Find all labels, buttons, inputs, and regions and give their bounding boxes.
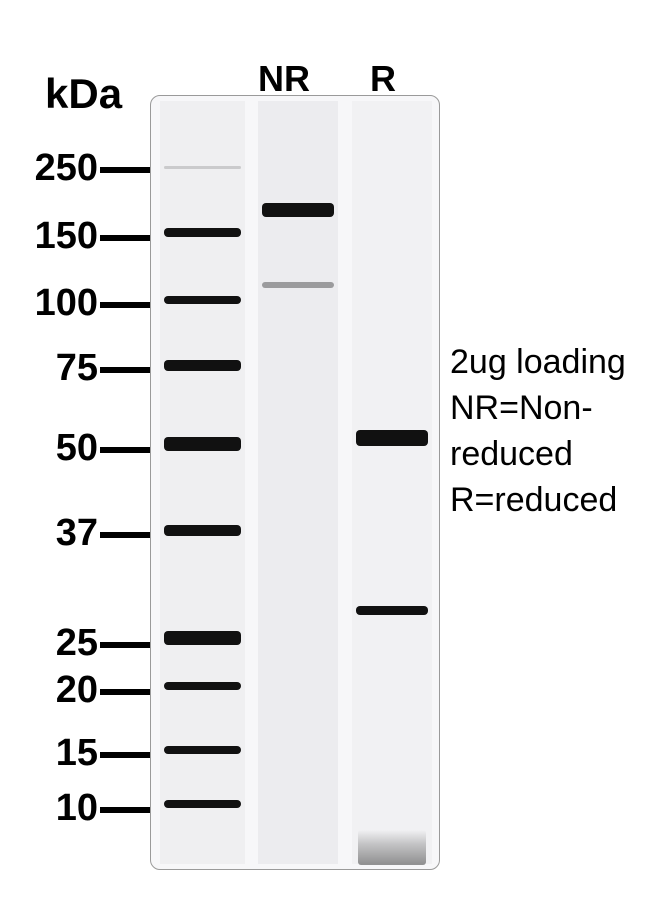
tick-label-25: 25 [56,622,98,665]
band-nr-0 [262,203,334,217]
band-nr-1 [262,282,334,288]
tick-label-20: 20 [56,669,98,712]
band-ladder-9 [164,800,241,808]
legend-annotation: 2ug loadingNR=Non-reducedR=reduced [450,340,626,524]
annotation-line: R=reduced [450,478,626,524]
tick-mark-50 [100,447,150,453]
tick-mark-100 [100,302,150,308]
tick-label-100: 100 [35,282,98,325]
tick-label-37: 37 [56,512,98,555]
tick-mark-20 [100,689,150,695]
tick-label-50: 50 [56,427,98,470]
tick-label-10: 10 [56,787,98,830]
band-r-1 [356,606,428,615]
annotation-line: reduced [450,432,626,478]
band-r-0 [356,430,428,446]
tick-mark-250 [100,167,150,173]
band-ladder-5 [164,525,241,536]
gel-figure: kDa 2ug loadingNR=Non-reducedR=reduced 2… [0,0,650,918]
band-ladder-1 [164,228,241,237]
lane-label-r: R [370,58,396,100]
tick-label-75: 75 [56,347,98,390]
tick-label-150: 150 [35,215,98,258]
tick-mark-25 [100,642,150,648]
band-ladder-2 [164,296,241,304]
band-ladder-7 [164,682,241,690]
tick-mark-15 [100,752,150,758]
lane-label-nr: NR [258,58,310,100]
tick-mark-10 [100,807,150,813]
dye-front-r [358,830,426,865]
band-ladder-6 [164,631,241,645]
tick-label-250: 250 [35,147,98,190]
lane-shade-r [352,101,432,864]
band-ladder-3 [164,360,241,371]
tick-mark-150 [100,235,150,241]
tick-mark-75 [100,367,150,373]
band-ladder-8 [164,746,241,754]
band-ladder-0 [164,166,241,169]
annotation-line: 2ug loading [450,340,626,386]
band-ladder-4 [164,437,241,451]
y-axis-title: kDa [45,70,122,118]
tick-label-15: 15 [56,732,98,775]
tick-mark-37 [100,532,150,538]
annotation-line: NR=Non- [450,386,626,432]
